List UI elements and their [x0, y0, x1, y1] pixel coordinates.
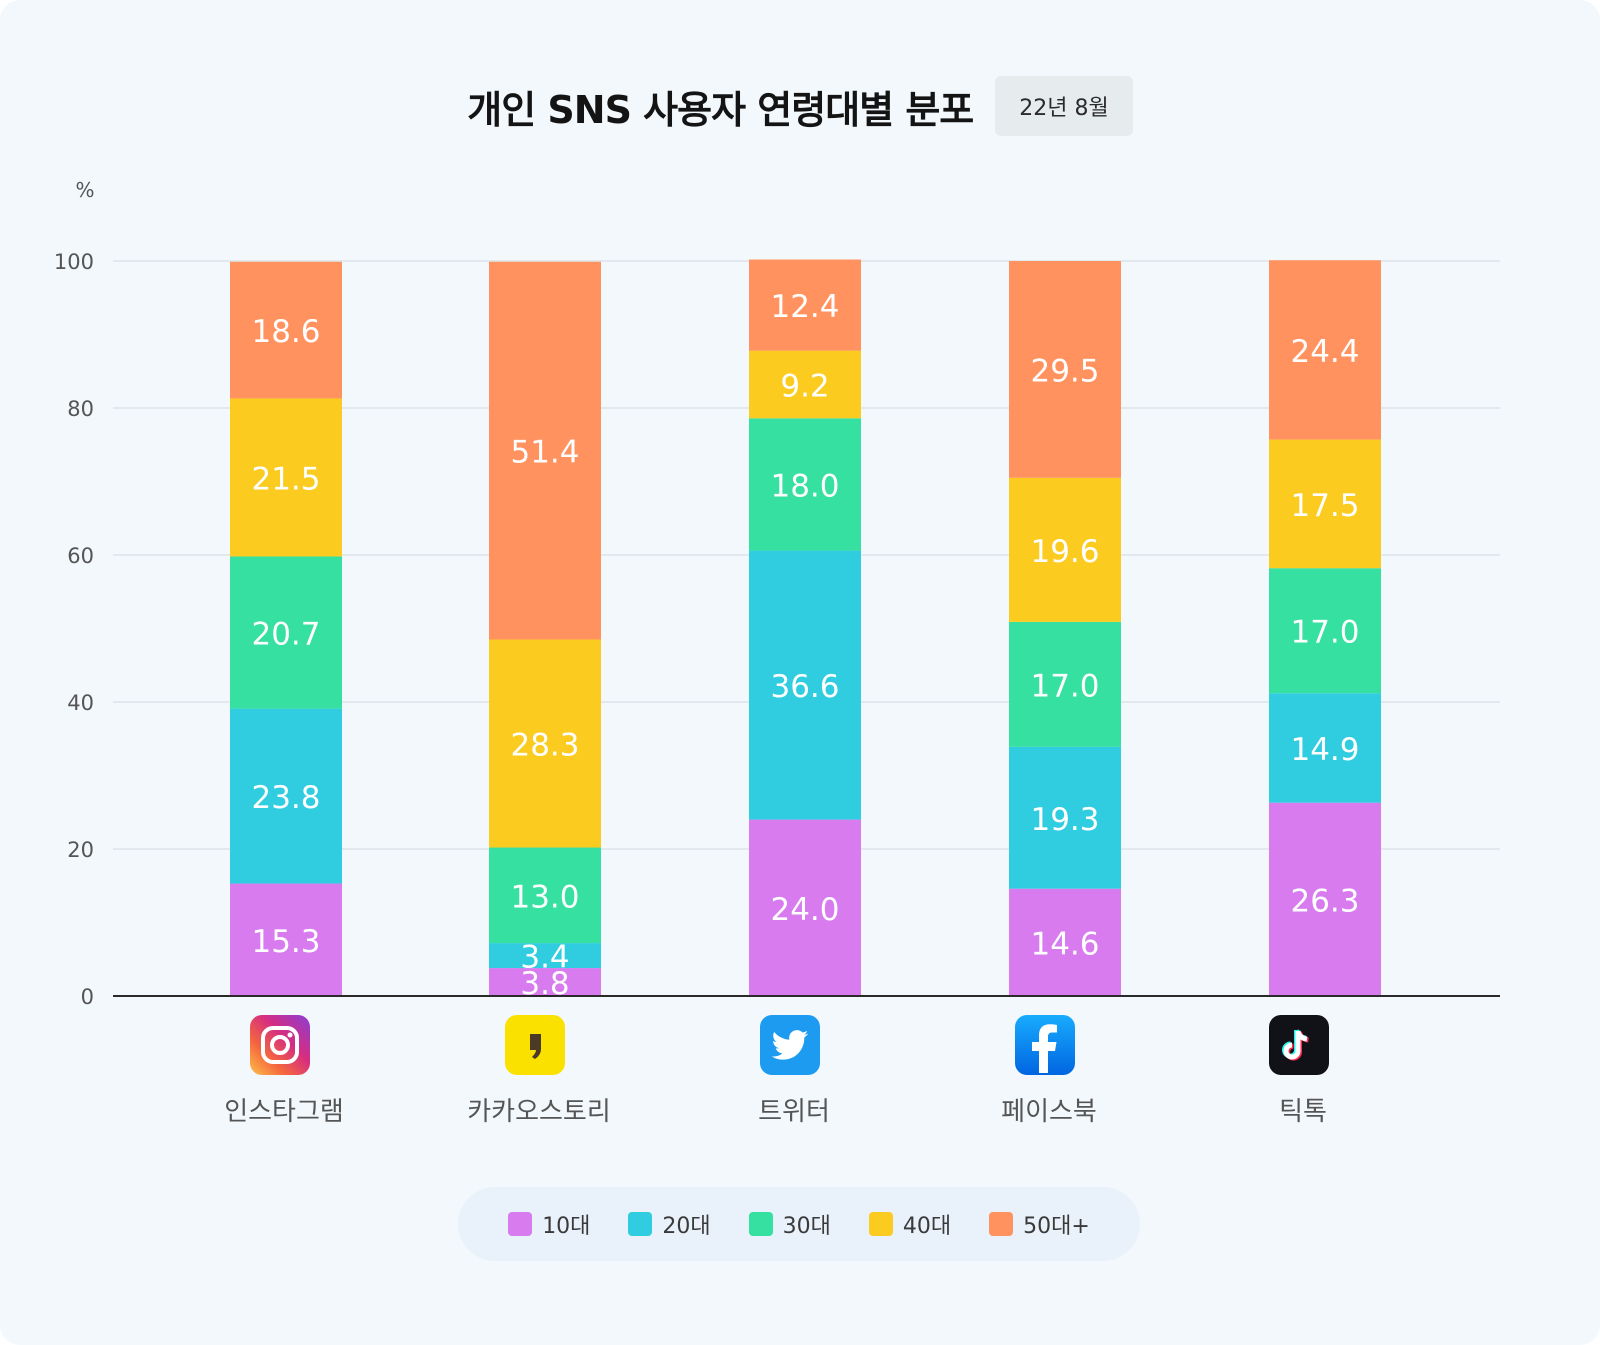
category-label-twitter: 트위터	[758, 1097, 830, 1127]
twitter-icon	[760, 1015, 820, 1075]
bar-segment	[749, 418, 861, 551]
data-label: 20.7	[251, 617, 320, 653]
legend-item-20s: 20대	[628, 1208, 711, 1240]
legend-item-10s: 10대	[508, 1208, 590, 1240]
bar-segment	[1009, 746, 1121, 889]
bar-segment	[1009, 477, 1121, 622]
data-label: 24.4	[1290, 334, 1359, 370]
data-label: 24.0	[770, 892, 839, 928]
bar-segment	[1009, 621, 1121, 747]
y-tick-label: 100	[54, 250, 94, 274]
category-label-facebook: 페이스북	[1001, 1097, 1097, 1127]
data-label: 29.5	[1030, 353, 1099, 389]
data-label: 28.3	[510, 728, 579, 764]
legend-swatch	[868, 1212, 893, 1236]
y-axis-unit-label: %	[75, 178, 94, 202]
legend-label: 50대+	[1023, 1214, 1090, 1239]
data-label: 18.0	[770, 468, 839, 504]
data-label: 18.6	[251, 314, 320, 350]
bar-segment	[230, 708, 342, 884]
title-row: 개인 SNS 사용자 연령대별 분포 22년 8월	[0, 76, 1600, 136]
data-label: 12.4	[770, 289, 839, 325]
data-label: 17.0	[1030, 668, 1099, 704]
category-label-instagram: 인스타그램	[224, 1097, 344, 1127]
data-label: 17.5	[1290, 488, 1359, 524]
data-label: 14.9	[1290, 732, 1359, 768]
y-tick-label: 0	[81, 985, 94, 1009]
legend-label: 30대	[782, 1214, 831, 1239]
legend-item-30s: 30대	[748, 1208, 831, 1240]
y-tick-label: 80	[67, 397, 94, 421]
bar-segment	[230, 261, 342, 399]
y-tick-label: 20	[67, 838, 94, 862]
bar-segment	[1009, 888, 1121, 996]
legend: 10대 20대 30대 40대 50대+	[458, 1187, 1140, 1261]
bar-segment	[1269, 260, 1381, 440]
data-label: 19.3	[1030, 802, 1099, 838]
legend-label: 20대	[662, 1214, 711, 1239]
instagram-icon	[250, 1015, 310, 1075]
bar-segment	[749, 350, 861, 419]
bar-segment	[1009, 261, 1121, 478]
bar-segment	[489, 968, 601, 996]
legend-label: 40대	[902, 1214, 952, 1239]
legend-item-50s-plus: 50대+	[989, 1208, 1090, 1240]
data-label: 15.3	[251, 924, 320, 960]
bar-segment	[1269, 802, 1381, 996]
bar-segment	[749, 819, 861, 996]
data-label: 19.6	[1030, 534, 1099, 570]
data-label: 51.4	[510, 435, 579, 471]
y-tick-label: 40	[67, 691, 94, 715]
legend-label: 10대	[542, 1214, 591, 1239]
category-label-kakaostory: 카카오스토리	[467, 1097, 611, 1127]
data-label: 9.2	[780, 368, 829, 404]
bar-segment	[489, 639, 601, 848]
category-label-tiktok: 틱톡	[1279, 1097, 1327, 1127]
bar-segment	[489, 261, 601, 640]
kakaostory-icon	[505, 1015, 565, 1075]
date-badge: 22년 8월	[995, 76, 1133, 136]
data-label: 21.5	[251, 461, 320, 497]
bar-segment	[230, 398, 342, 557]
bar-segment	[749, 550, 861, 820]
bar-segment	[489, 943, 601, 969]
bar-segment	[1269, 439, 1381, 569]
data-label: 13.0	[510, 879, 579, 915]
data-label: 14.6	[1030, 926, 1099, 962]
data-label: 17.0	[1290, 615, 1359, 651]
legend-swatch	[748, 1212, 773, 1236]
legend-swatch	[628, 1212, 653, 1236]
bar-segment	[230, 556, 342, 709]
bar-segment	[1269, 693, 1381, 803]
bar-segment	[230, 883, 342, 996]
data-label: 26.3	[1290, 883, 1359, 919]
data-label: 36.6	[770, 669, 839, 705]
legend-item-40s: 40대	[868, 1208, 952, 1240]
data-label: 3.4	[520, 940, 569, 976]
tiktok-icon	[1269, 1015, 1329, 1075]
bar-segment	[1269, 568, 1381, 694]
facebook-icon	[1015, 1015, 1075, 1075]
bar-segment	[749, 259, 861, 351]
legend-swatch	[508, 1212, 533, 1236]
legend-swatch	[989, 1212, 1014, 1236]
chart-title: 개인 SNS 사용자 연령대별 분포	[467, 87, 974, 132]
data-label: 23.8	[251, 780, 320, 816]
y-tick-label: 60	[67, 544, 94, 568]
bar-segment	[489, 847, 601, 944]
